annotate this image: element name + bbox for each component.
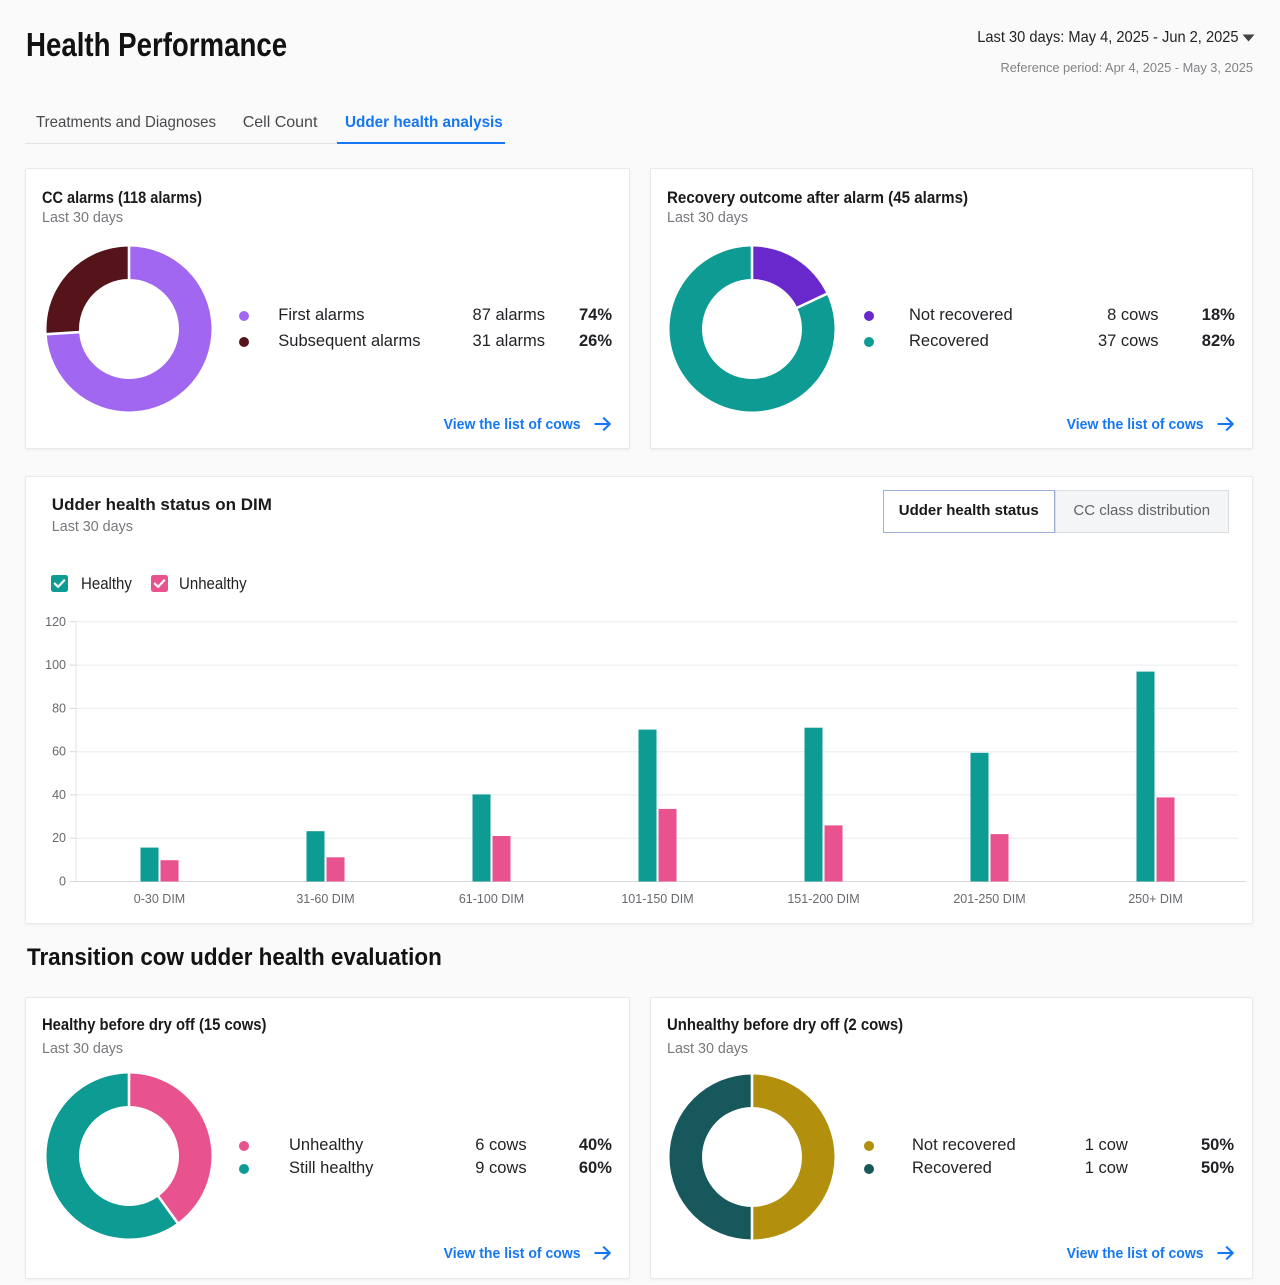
svg-text:31-60 DIM: 31-60 DIM bbox=[296, 892, 354, 906]
svg-text:151-200 DIM: 151-200 DIM bbox=[787, 892, 859, 906]
svg-text:250+ DIM: 250+ DIM bbox=[1128, 892, 1183, 906]
svg-text:61-100 DIM: 61-100 DIM bbox=[459, 892, 524, 906]
svg-text:120: 120 bbox=[45, 615, 66, 629]
svg-text:20: 20 bbox=[52, 831, 66, 845]
svg-text:100: 100 bbox=[45, 658, 66, 672]
svg-text:60: 60 bbox=[52, 745, 66, 759]
svg-text:40: 40 bbox=[52, 788, 66, 802]
svg-text:0-30 DIM: 0-30 DIM bbox=[134, 892, 185, 906]
svg-text:101-150 DIM: 101-150 DIM bbox=[621, 892, 693, 906]
svg-text:201-250 DIM: 201-250 DIM bbox=[953, 892, 1025, 906]
svg-text:80: 80 bbox=[52, 701, 66, 715]
svg-text:0: 0 bbox=[59, 875, 66, 889]
